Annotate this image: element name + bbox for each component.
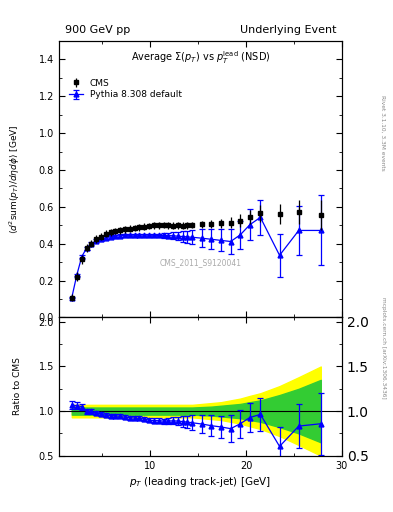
- Legend: CMS, Pythia 8.308 default: CMS, Pythia 8.308 default: [69, 79, 182, 99]
- X-axis label: $p_T$ (leading track-jet) [GeV]: $p_T$ (leading track-jet) [GeV]: [129, 475, 272, 489]
- Text: Underlying Event: Underlying Event: [240, 26, 336, 35]
- Y-axis label: Ratio to CMS: Ratio to CMS: [13, 357, 22, 416]
- Text: CMS_2011_S9120041: CMS_2011_S9120041: [160, 258, 241, 267]
- Y-axis label: $\langle d^2 \mathrm{sum}(p_T)/d\eta d\phi \rangle$ [GeV]: $\langle d^2 \mathrm{sum}(p_T)/d\eta d\p…: [8, 124, 22, 234]
- Text: 900 GeV pp: 900 GeV pp: [64, 26, 130, 35]
- Text: mcplots.cern.ch [arXiv:1306.3436]: mcplots.cern.ch [arXiv:1306.3436]: [381, 297, 386, 399]
- Text: Rivet 3.1.10, 3.3M events: Rivet 3.1.10, 3.3M events: [381, 95, 386, 171]
- Text: Average $\Sigma(p_T)$ vs $p_T^{\rm lead}$ (NSD): Average $\Sigma(p_T)$ vs $p_T^{\rm lead}…: [130, 49, 270, 66]
